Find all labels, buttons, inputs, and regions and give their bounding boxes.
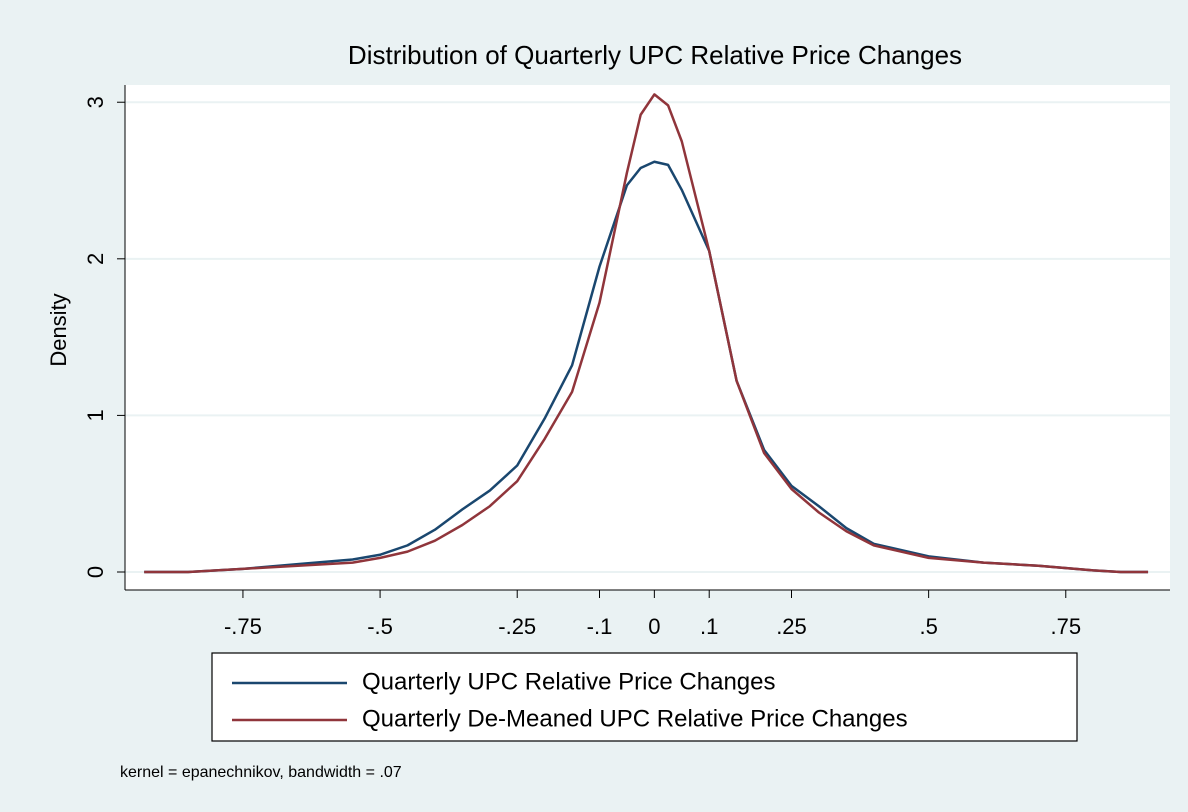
x-tick-label: -.1 (587, 614, 613, 639)
x-tick-label: .5 (919, 614, 937, 639)
x-tick-label: 0 (648, 614, 660, 639)
y-tick-label: 0 (83, 566, 108, 578)
series-line (144, 160, 1149, 574)
series-line (144, 93, 1149, 574)
chart-title: Distribution of Quarterly UPC Relative P… (348, 40, 962, 70)
legend-label: Quarterly De-Meaned UPC Relative Price C… (362, 705, 908, 732)
x-tick-label: -.75 (224, 614, 262, 639)
x-tick-label: -.5 (367, 614, 393, 639)
x-tick-label: .1 (700, 614, 718, 639)
x-tick-label: .75 (1050, 614, 1081, 639)
legend (211, 652, 1078, 742)
y-tick-label: 1 (83, 409, 108, 421)
legend-label: Quarterly UPC Relative Price Changes (362, 668, 776, 695)
plot-region (125, 85, 1170, 590)
x-tick-label: .25 (776, 614, 807, 639)
y-axis-label: Density (46, 293, 71, 366)
note: kernel = epanechnikov, bandwidth = .07 (120, 764, 402, 781)
y-tick-label: 2 (83, 253, 108, 265)
x-tick-label: -.25 (498, 614, 536, 639)
y-tick-label: 3 (83, 96, 108, 108)
